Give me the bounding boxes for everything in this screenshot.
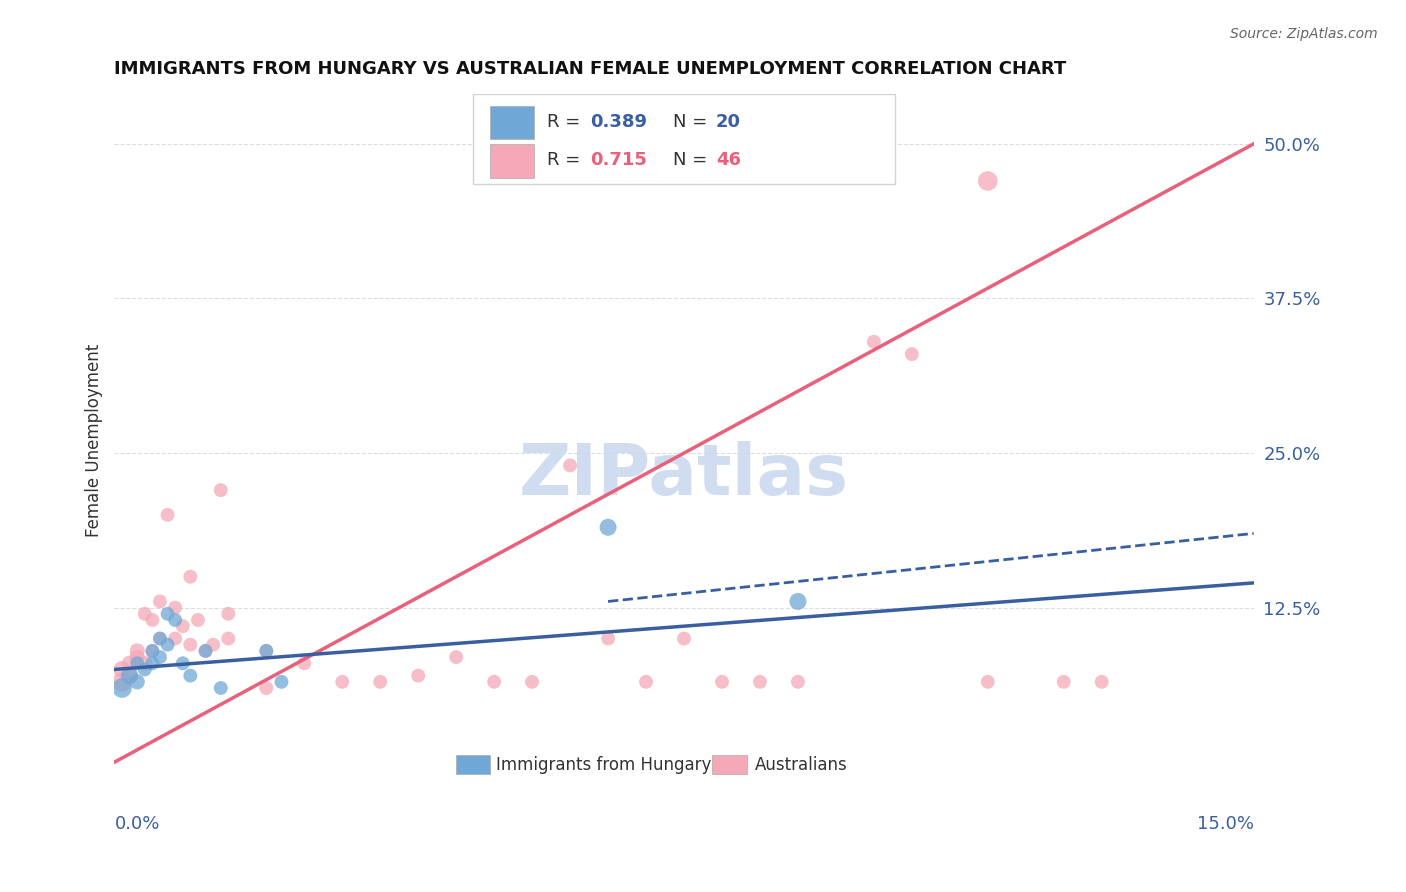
Point: [368, 674, 391, 689]
Point: [111, 681, 134, 695]
Y-axis label: Female Unemployment: Female Unemployment: [86, 344, 103, 537]
Point: [118, 668, 141, 682]
Point: [134, 663, 156, 677]
Point: [254, 644, 277, 658]
Text: N =: N =: [672, 152, 713, 169]
Point: [127, 657, 149, 671]
Point: [165, 600, 187, 615]
Point: [149, 594, 172, 608]
Point: [444, 650, 467, 665]
Point: [118, 668, 141, 682]
Point: [179, 668, 201, 682]
Bar: [491, 145, 534, 178]
Point: [1091, 674, 1114, 689]
Bar: [474, 95, 894, 185]
Text: Source: ZipAtlas.com: Source: ZipAtlas.com: [1230, 27, 1378, 41]
Point: [863, 334, 886, 349]
Point: [118, 657, 141, 671]
Point: [194, 644, 217, 658]
Point: [209, 681, 232, 695]
Point: [787, 594, 810, 608]
Point: [172, 619, 194, 633]
Text: R =: R =: [547, 152, 586, 169]
Text: 0.389: 0.389: [591, 113, 648, 131]
Bar: [491, 106, 534, 139]
Point: [558, 458, 581, 473]
Point: [406, 668, 429, 682]
Point: [156, 638, 179, 652]
Point: [194, 644, 217, 658]
Point: [172, 657, 194, 671]
Point: [596, 520, 619, 534]
Point: [634, 674, 657, 689]
Point: [209, 483, 232, 497]
Point: [202, 638, 225, 652]
Point: [977, 674, 1000, 689]
Point: [901, 347, 924, 361]
Text: 0.0%: 0.0%: [114, 814, 160, 832]
Point: [179, 570, 201, 584]
Point: [149, 650, 172, 665]
Point: [710, 674, 733, 689]
Point: [254, 681, 277, 695]
Point: [482, 674, 505, 689]
Text: IMMIGRANTS FROM HUNGARY VS AUSTRALIAN FEMALE UNEMPLOYMENT CORRELATION CHART: IMMIGRANTS FROM HUNGARY VS AUSTRALIAN FE…: [114, 60, 1067, 78]
Point: [165, 613, 187, 627]
Text: N =: N =: [672, 113, 713, 131]
Point: [749, 674, 772, 689]
Point: [141, 613, 163, 627]
Text: R =: R =: [547, 113, 586, 131]
Point: [127, 650, 149, 665]
Text: 46: 46: [716, 152, 741, 169]
Text: 15.0%: 15.0%: [1197, 814, 1254, 832]
Point: [270, 674, 292, 689]
Text: ZIPatlas: ZIPatlas: [519, 441, 849, 510]
Point: [596, 632, 619, 646]
Point: [672, 632, 695, 646]
Point: [292, 657, 315, 671]
Point: [787, 674, 810, 689]
Point: [217, 632, 239, 646]
Bar: [456, 755, 491, 774]
Point: [111, 663, 134, 677]
Point: [111, 674, 134, 689]
Point: [127, 674, 149, 689]
Point: [149, 632, 172, 646]
Point: [134, 607, 156, 621]
Point: [165, 632, 187, 646]
Point: [1053, 674, 1076, 689]
Point: [977, 174, 1000, 188]
Point: [156, 508, 179, 522]
Point: [149, 632, 172, 646]
Bar: [713, 755, 747, 774]
Point: [330, 674, 353, 689]
Point: [156, 607, 179, 621]
Point: [127, 644, 149, 658]
Point: [217, 607, 239, 621]
Point: [141, 644, 163, 658]
Text: Immigrants from Hungary: Immigrants from Hungary: [496, 756, 711, 773]
Point: [141, 644, 163, 658]
Point: [134, 657, 156, 671]
Text: 0.715: 0.715: [591, 152, 648, 169]
Point: [520, 674, 543, 689]
Text: Australians: Australians: [755, 756, 848, 773]
Point: [141, 657, 163, 671]
Point: [187, 613, 209, 627]
Text: 20: 20: [716, 113, 741, 131]
Point: [179, 638, 201, 652]
Point: [254, 644, 277, 658]
